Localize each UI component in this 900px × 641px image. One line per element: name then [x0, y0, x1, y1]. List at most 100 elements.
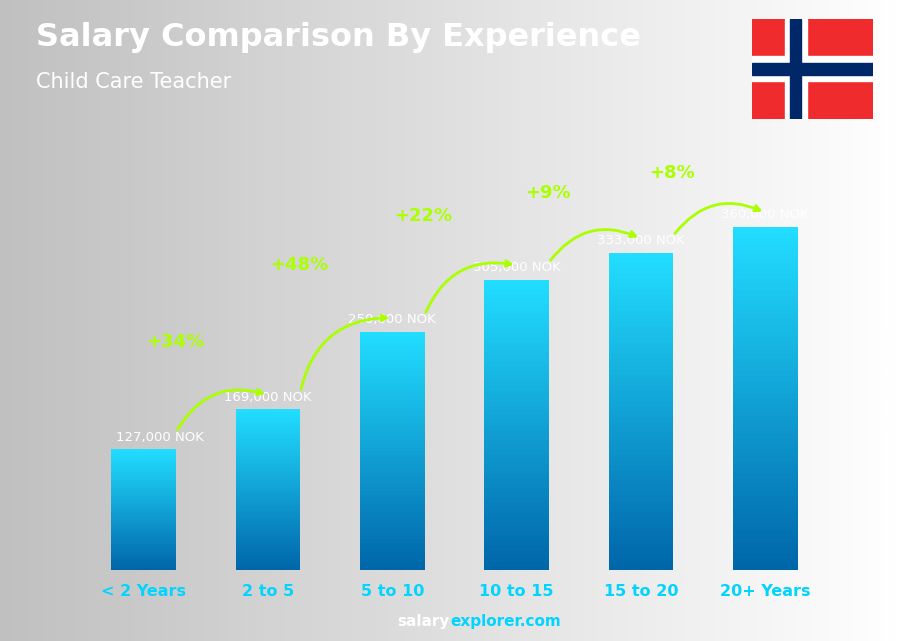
- Text: salary: salary: [398, 615, 450, 629]
- Bar: [484, 508, 549, 512]
- Text: 127,000 NOK: 127,000 NOK: [116, 431, 204, 444]
- Bar: [733, 376, 797, 381]
- Bar: [608, 544, 673, 549]
- Bar: [752, 56, 873, 81]
- Bar: [360, 511, 425, 515]
- Bar: [484, 299, 549, 304]
- Bar: [112, 500, 176, 502]
- Bar: [733, 256, 797, 262]
- Bar: [733, 330, 797, 336]
- Bar: [360, 475, 425, 479]
- Bar: [608, 465, 673, 470]
- Bar: [608, 343, 673, 348]
- Bar: [733, 450, 797, 456]
- Bar: [733, 404, 797, 410]
- Bar: [733, 428, 797, 433]
- Bar: [236, 417, 301, 420]
- Bar: [236, 420, 301, 422]
- Bar: [236, 466, 301, 469]
- Bar: [484, 561, 549, 565]
- Bar: [484, 342, 549, 347]
- Bar: [360, 487, 425, 491]
- Bar: [733, 433, 797, 439]
- Text: 169,000 NOK: 169,000 NOK: [224, 390, 312, 404]
- Bar: [236, 514, 301, 517]
- Bar: [112, 516, 176, 518]
- Bar: [112, 554, 176, 556]
- Bar: [112, 514, 176, 516]
- Bar: [360, 444, 425, 447]
- Bar: [112, 481, 176, 484]
- Bar: [733, 565, 797, 570]
- Bar: [360, 554, 425, 558]
- Bar: [733, 399, 797, 404]
- Bar: [484, 328, 549, 333]
- Bar: [236, 453, 301, 455]
- Bar: [484, 483, 549, 488]
- Bar: [360, 455, 425, 459]
- Bar: [484, 444, 549, 449]
- Bar: [484, 372, 549, 376]
- Bar: [360, 447, 425, 451]
- Bar: [236, 426, 301, 428]
- Bar: [360, 384, 425, 388]
- Bar: [733, 273, 797, 279]
- Bar: [733, 462, 797, 467]
- Bar: [360, 523, 425, 527]
- Bar: [112, 510, 176, 512]
- Bar: [484, 551, 549, 556]
- Bar: [608, 475, 673, 481]
- Bar: [608, 374, 673, 380]
- Bar: [733, 467, 797, 473]
- Bar: [236, 522, 301, 525]
- Bar: [112, 465, 176, 467]
- Bar: [360, 507, 425, 511]
- Bar: [484, 449, 549, 454]
- Bar: [733, 387, 797, 393]
- Bar: [236, 509, 301, 512]
- Bar: [360, 467, 425, 471]
- Bar: [236, 447, 301, 449]
- Bar: [608, 507, 673, 512]
- Bar: [733, 519, 797, 525]
- Bar: [236, 444, 301, 447]
- Bar: [484, 420, 549, 425]
- Bar: [608, 364, 673, 369]
- Bar: [733, 536, 797, 542]
- Bar: [236, 519, 301, 522]
- Bar: [608, 295, 673, 301]
- Bar: [608, 316, 673, 322]
- Bar: [752, 63, 873, 75]
- Bar: [236, 482, 301, 485]
- Bar: [608, 322, 673, 327]
- Bar: [360, 463, 425, 467]
- Bar: [608, 538, 673, 544]
- Bar: [112, 508, 176, 510]
- Bar: [608, 390, 673, 395]
- Text: 305,000 NOK: 305,000 NOK: [472, 261, 561, 274]
- Bar: [608, 311, 673, 316]
- Bar: [733, 250, 797, 256]
- Bar: [484, 376, 549, 381]
- Bar: [608, 348, 673, 353]
- Bar: [236, 506, 301, 509]
- Bar: [236, 536, 301, 538]
- Bar: [360, 567, 425, 570]
- Bar: [112, 492, 176, 494]
- Bar: [360, 356, 425, 360]
- Bar: [112, 528, 176, 530]
- Bar: [112, 530, 176, 532]
- Bar: [236, 460, 301, 463]
- Bar: [360, 415, 425, 419]
- Bar: [360, 527, 425, 531]
- Bar: [236, 492, 301, 495]
- Bar: [733, 485, 797, 490]
- Bar: [733, 502, 797, 508]
- Bar: [608, 417, 673, 422]
- Bar: [484, 304, 549, 308]
- Bar: [484, 396, 549, 401]
- Bar: [236, 544, 301, 546]
- Text: Average Yearly Salary: Average Yearly Salary: [875, 328, 886, 441]
- Text: 360,000 NOK: 360,000 NOK: [722, 208, 809, 221]
- Bar: [236, 503, 301, 506]
